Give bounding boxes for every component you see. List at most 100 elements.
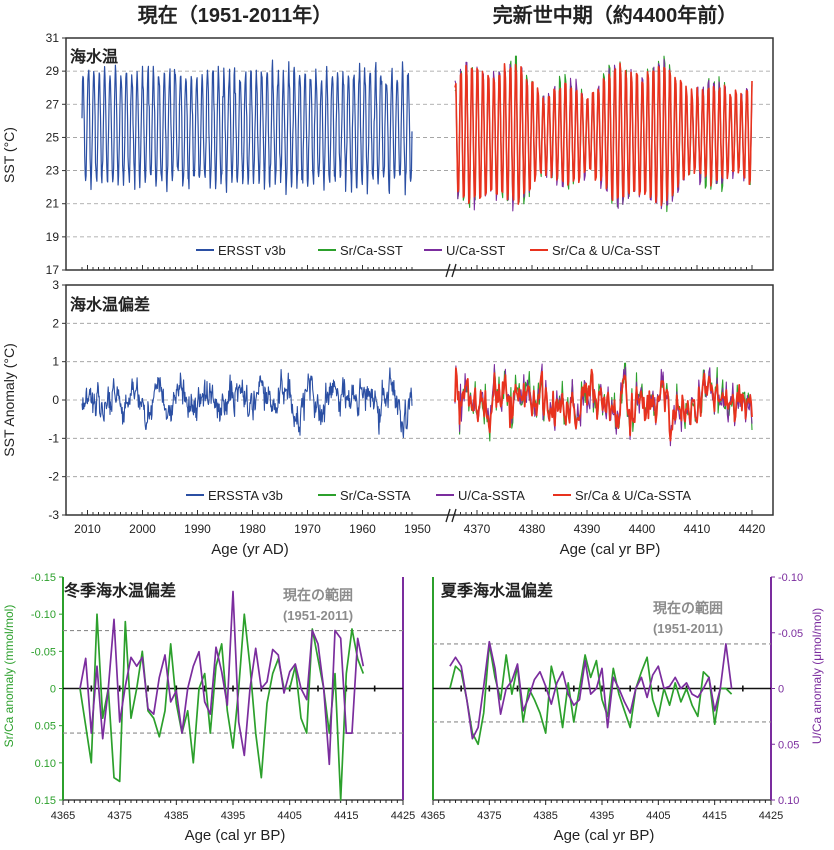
- sst-legend-label: U/Ca-SST: [446, 243, 505, 258]
- winter-range-label-1: 現在の範囲: [283, 587, 353, 603]
- sst-legend-label: ERSST v3b: [218, 243, 286, 258]
- left-ytick-label: -0.15: [31, 572, 56, 584]
- ssta-lines: [81, 362, 753, 447]
- axis-break-mark: [445, 263, 457, 278]
- panel-winter: 冬季海水温偏差 現在の範囲 (1951-2011) Sr/Ca anomaly …: [2, 572, 415, 844]
- ssta-xtick-label: 2010: [74, 522, 101, 536]
- summer-xlabel: Age (cal yr BP): [554, 827, 655, 844]
- ssta-xticks: 2010 2000 1990 1980 1970 1960 1950 4370 4380 4390…: [74, 510, 766, 536]
- left-ytick-label: 0.15: [35, 795, 56, 807]
- ssta-ytick-label: 0: [52, 393, 59, 407]
- left-ytick-label: 0: [50, 684, 56, 696]
- ssta-legend-label: Sr/Ca-SSTA: [340, 488, 411, 503]
- ssta-xtick-label: 4380: [519, 522, 546, 536]
- ssta-yticks: -3 -2 -1 0 1 2 3: [48, 278, 66, 522]
- sst-ytick-label: 23: [46, 164, 60, 178]
- ssta-xtick-label: 1960: [349, 522, 376, 536]
- sst-xticks: [81, 265, 753, 270]
- panel-summer: 夏季海水温偏差 現在の範囲 (1951-2011) U/Ca anomaly (…: [421, 572, 824, 844]
- bottom-xtick-label: 4395: [221, 810, 245, 822]
- sst-legend-label: Sr/Ca-SST: [340, 243, 403, 258]
- bottom-xtick-label: 4415: [702, 810, 726, 822]
- bottom-xtick-label: 4385: [533, 810, 557, 822]
- srca-anomaly-series: [79, 613, 365, 801]
- sst-ytick-label: 21: [46, 197, 60, 211]
- ssta-legend-label: Sr/Ca & U/Ca-SSTA: [575, 488, 691, 503]
- ssta-xtick-label: 4420: [739, 522, 766, 536]
- left-ytick-label: -0.05: [31, 646, 56, 658]
- summer-lines: [449, 640, 733, 746]
- ersst-line: [81, 59, 413, 196]
- winter-ylabel-left: Sr/Ca anomaly (mmol/mol): [2, 605, 16, 748]
- ssta-legend: ERSSTA v3b Sr/Ca-SSTA U/Ca-SSTA Sr/Ca & U/C…: [186, 488, 691, 503]
- summer-axes: 4365 4375 4385 4395 4405 4415 4425 -0.10 -0.05 0 0…: [421, 572, 803, 822]
- winter-xlabel: Age (cal yr BP): [185, 827, 286, 844]
- bottom-xtick-label: 4405: [646, 810, 670, 822]
- left-ytick-label: 0.10: [35, 758, 56, 770]
- panel-ssta-label: 海水温偏差: [70, 295, 150, 314]
- sst-yticks: 17 19 21 23 25 27 29 31: [46, 31, 66, 277]
- ssta-ytick-label: -1: [48, 431, 59, 445]
- header-holocene: 完新世中期（約4400年前）: [493, 3, 738, 27]
- sst-ytick-label: 19: [46, 230, 60, 244]
- panel-sst-label: 海水温: [70, 47, 118, 66]
- panel-winter-label: 冬季海水温偏差: [64, 581, 176, 600]
- ssta-xtick-label: 4400: [629, 522, 656, 536]
- right-ytick-label: -0.05: [778, 628, 803, 640]
- right-ytick-label: -0.10: [778, 572, 803, 584]
- ssta-xtick-label: 4370: [464, 522, 491, 536]
- ssta-ytick-label: -2: [48, 470, 59, 484]
- sst-lines: [81, 55, 753, 213]
- bottom-xtick-label: 4425: [391, 810, 415, 822]
- left-ytick-label: -0.10: [31, 609, 56, 621]
- bottom-xtick-label: 4395: [590, 810, 614, 822]
- winter-lines: [79, 590, 365, 801]
- ssta-xtick-label: 4410: [684, 522, 711, 536]
- summer-range-label-2: (1951-2011): [653, 621, 723, 636]
- bottom-xtick-label: 4415: [334, 810, 358, 822]
- bottom-xtick-label: 4365: [51, 810, 75, 822]
- uca-anomaly-series: [449, 640, 733, 740]
- ssta-xtick-label: 1990: [184, 522, 211, 536]
- ssta-xtick-label: 1980: [239, 522, 266, 536]
- ssta-ytick-label: -3: [48, 508, 59, 522]
- panel-sst: 海水温 SST (°C) 17 19 21 23 25 27 29 31 ERSST v3b S…: [1, 31, 774, 278]
- summer-range-label-1: 現在の範囲: [653, 600, 723, 616]
- bottom-xtick-label: 4365: [421, 810, 445, 822]
- sst-ytick-label: 17: [46, 263, 60, 277]
- both-anomaly-line: [454, 367, 753, 442]
- ersst-anomaly-line: [81, 367, 413, 439]
- both-sst-line: [454, 62, 753, 207]
- sst-ytick-label: 27: [46, 97, 60, 111]
- ssta-legend-label: U/Ca-SSTA: [458, 488, 525, 503]
- ssta-xtick-label: 1950: [404, 522, 431, 536]
- ssta-ytick-label: 1: [52, 355, 59, 369]
- panel-ssta-ylabel: SST Anomaly (°C): [1, 343, 17, 456]
- ssta-xtick-label: 1970: [294, 522, 321, 536]
- sst-ytick-label: 31: [46, 31, 60, 45]
- winter-range-label-2: (1951-2011): [283, 608, 353, 623]
- ssta-xtick-label: 2000: [129, 522, 156, 536]
- bottom-xtick-label: 4375: [107, 810, 131, 822]
- bottom-xtick-label: 4425: [759, 810, 783, 822]
- ssta-xlabel-left: Age (yr AD): [211, 541, 289, 558]
- left-ytick-label: 0.05: [35, 721, 56, 733]
- sst-legend: ERSST v3b Sr/Ca-SST U/Ca-SST Sr/Ca & U/Ca-S…: [196, 243, 660, 258]
- bottom-xtick-label: 4375: [477, 810, 501, 822]
- ssta-legend-label: ERSSTA v3b: [208, 488, 283, 503]
- ssta-grid: [66, 322, 773, 478]
- sst-ytick-label: 29: [46, 64, 60, 78]
- sst-legend-label: Sr/Ca & U/Ca-SST: [552, 243, 660, 258]
- axis-break-mark-2: [445, 508, 457, 523]
- summer-ylabel-right: U/Ca anomaly (μmol/mol): [810, 608, 824, 744]
- right-ytick-label: 0.10: [778, 795, 799, 807]
- header-present: 現在（1951-2011年）: [138, 3, 333, 27]
- ssta-xtick-label: 4390: [574, 522, 601, 536]
- uca-anomaly-series: [79, 590, 365, 766]
- panel-summer-label: 夏季海水温偏差: [440, 581, 553, 600]
- panel-sst-frame: [65, 37, 774, 271]
- bottom-xtick-label: 4405: [277, 810, 301, 822]
- ssta-ytick-label: 3: [52, 278, 59, 292]
